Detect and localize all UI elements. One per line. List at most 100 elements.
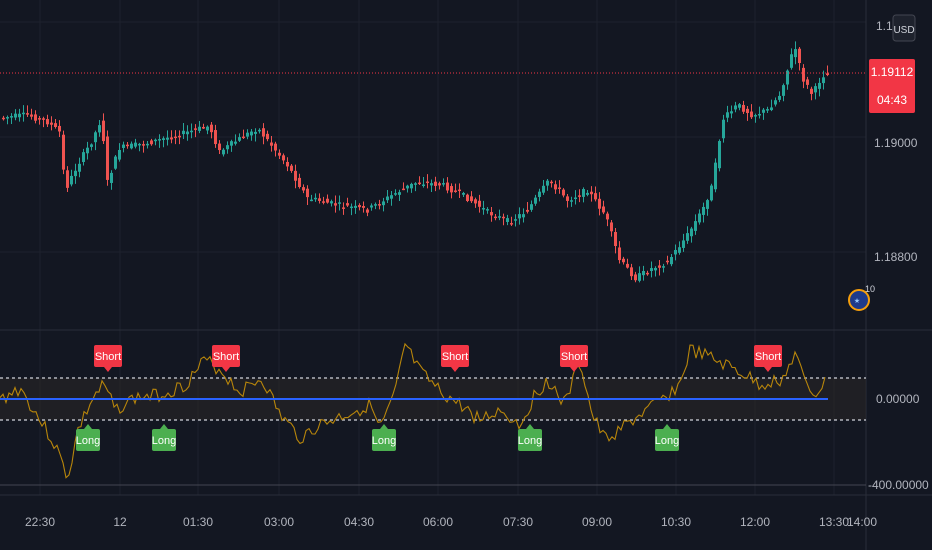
price-axis-label: 1.19000 [874, 136, 918, 150]
candle [294, 164, 297, 189]
candle [366, 207, 369, 217]
indicator-axis[interactable]: 0.00000 -400.00000 [868, 392, 929, 492]
candle [106, 130, 109, 186]
price-axis[interactable]: USD 1.1 1.19000 1.18800 1.19112 04:43 ★ … [848, 14, 918, 311]
candle [370, 203, 373, 211]
candle [86, 141, 89, 160]
time-axis-label: 14:00 [847, 515, 877, 529]
candle [34, 110, 37, 124]
candle [226, 141, 229, 154]
candle [538, 188, 541, 202]
candle [78, 157, 81, 178]
currency-button[interactable] [892, 14, 916, 42]
candle [478, 194, 481, 213]
candle [326, 194, 329, 204]
candle [398, 189, 401, 201]
signal-label-text: Short [442, 351, 468, 363]
candle [602, 200, 605, 215]
candle [2, 115, 5, 121]
candle [622, 256, 625, 265]
bar-countdown: 04:43 [877, 93, 907, 107]
candle [586, 190, 589, 197]
candle [310, 194, 313, 202]
time-axis-label: 06:00 [423, 515, 453, 529]
current-price-value: 1.19112 [871, 65, 914, 79]
long-signal-label: Long [655, 424, 679, 451]
signal-label-text: Short [561, 351, 587, 363]
candle [302, 184, 305, 194]
time-axis[interactable]: 22:30 12 01:30 03:00 04:30 06:00 07:30 09:00 10:… [25, 515, 877, 529]
candle [566, 194, 569, 208]
candle [422, 176, 425, 188]
candle [786, 69, 789, 90]
overlay-indicator-star-icon: ★ [854, 297, 860, 305]
candle [62, 130, 65, 175]
candle [782, 83, 785, 102]
long-signal-label: Long [152, 424, 176, 451]
candle [482, 200, 485, 215]
candle [154, 138, 157, 146]
long-signal-label: Long [518, 424, 542, 451]
candle [202, 123, 205, 130]
candle [142, 140, 145, 153]
candle [46, 114, 49, 127]
candle [738, 103, 741, 111]
candle [98, 120, 101, 137]
candle [194, 124, 197, 138]
indicator-pane[interactable]: Short Short Short Short Short Long Long Long Lon… [0, 342, 866, 486]
candle [670, 253, 673, 267]
candle [278, 149, 281, 160]
candle [462, 191, 465, 198]
candle [82, 148, 85, 166]
signal-label-text: Short [213, 351, 239, 363]
candle [454, 183, 457, 193]
candle [574, 190, 577, 205]
candle [646, 270, 649, 276]
candle [502, 213, 505, 226]
candle [734, 101, 737, 113]
candle [534, 194, 537, 206]
candle [714, 158, 717, 193]
candle [798, 46, 801, 71]
candle [358, 203, 361, 211]
candle [514, 214, 517, 227]
candle [74, 163, 77, 184]
candle [678, 241, 681, 255]
candle [702, 202, 705, 223]
candle [518, 207, 521, 225]
price-pane[interactable] [0, 41, 866, 283]
candle [718, 139, 721, 172]
candle [354, 200, 357, 214]
candle [822, 70, 825, 90]
candle [214, 124, 217, 148]
candle [634, 271, 637, 283]
candle [814, 83, 817, 100]
candle [22, 105, 25, 122]
candle [134, 138, 137, 149]
candle [446, 177, 449, 194]
time-axis-label: 07:30 [503, 515, 533, 529]
overlay-indicator-icon[interactable] [848, 289, 870, 311]
indicator-axis-label: -400.00000 [868, 478, 929, 492]
candle [410, 182, 413, 193]
candle [470, 191, 473, 204]
candle [266, 130, 269, 142]
short-signal-label: Short [560, 345, 588, 372]
candle [562, 188, 565, 198]
candle [146, 140, 149, 149]
candle [50, 116, 53, 131]
candle [318, 193, 321, 204]
candle [166, 130, 169, 146]
candle [754, 113, 757, 123]
candle [450, 183, 453, 199]
candle [618, 241, 621, 264]
candle [626, 258, 629, 269]
short-signal-label: Short [212, 345, 240, 372]
candle [558, 180, 561, 194]
candle [102, 113, 105, 144]
candle [150, 138, 153, 146]
candle [30, 108, 33, 120]
candle [802, 64, 805, 89]
candle [122, 141, 125, 153]
